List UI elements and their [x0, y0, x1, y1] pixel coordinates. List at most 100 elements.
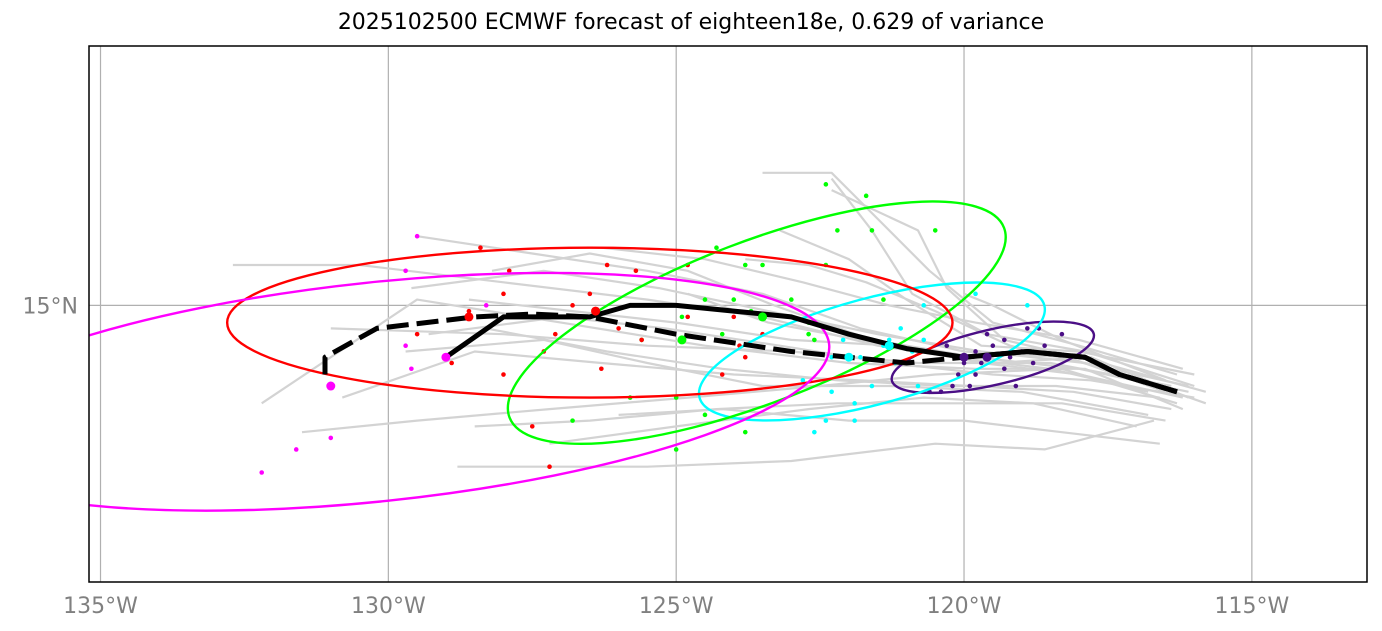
chart-title: 2025102500 ECMWF forecast of eighteen18e… [337, 10, 1045, 35]
member-point-day-4 [587, 291, 593, 297]
member-point-day-4 [506, 268, 512, 274]
member-point-day-3 [789, 297, 794, 302]
member-point-day-2 [1025, 303, 1030, 308]
uncertainty-ellipse-day-4 [225, 246, 954, 399]
member-point-day-2 [800, 377, 806, 383]
member-point-day-2 [829, 354, 834, 360]
deterministic-point-day-4 [591, 306, 601, 316]
x-tick-label: 130°W [351, 594, 426, 619]
mean-point-day-5 [326, 381, 336, 391]
member-point-day-1 [1002, 337, 1007, 343]
member-point-day-5 [403, 268, 408, 274]
member-point-day-4 [639, 337, 644, 343]
axis-ticks: 135°W 130°W 125°W 120°W 115°W 15°N [23, 294, 1290, 619]
member-point-day-2 [829, 389, 834, 395]
member-point-day-2 [898, 326, 904, 331]
member-point-day-4 [616, 326, 621, 331]
member-point-day-4 [633, 268, 639, 274]
ensemble-member-track [762, 171, 1178, 376]
member-point-day-1 [950, 383, 955, 389]
member-point-day-3 [812, 337, 817, 343]
member-point-day-3 [719, 331, 725, 337]
member-point-day-2 [852, 401, 857, 406]
ensemble-member-track [341, 350, 1172, 411]
y-tick-label: 15°N [23, 294, 78, 319]
member-point-day-3 [932, 228, 938, 233]
member-point-day-1 [978, 360, 984, 366]
member-point-day-1 [973, 372, 978, 377]
member-point-day-2 [886, 337, 892, 343]
ensemble-member-track [457, 419, 1155, 468]
member-point-day-1 [1030, 360, 1036, 366]
member-point-day-1 [1002, 366, 1007, 372]
member-point-day-4 [599, 366, 604, 372]
ensemble-member-track [485, 327, 1160, 399]
member-point-day-1 [1059, 331, 1065, 337]
mean-point-day-1 [982, 352, 992, 362]
plot-frame [88, 45, 1368, 583]
member-point-day-4 [742, 354, 748, 360]
grid [89, 46, 1367, 582]
member-point-day-3 [714, 245, 719, 251]
member-point-day-1 [944, 343, 950, 348]
ensemble-member-track [261, 298, 1184, 411]
mean-point-day-4 [464, 312, 474, 322]
member-point-day-4 [529, 424, 535, 429]
member-point-day-5 [409, 366, 414, 372]
member-point-day-4 [731, 314, 737, 320]
member-point-day-2 [915, 383, 921, 389]
member-point-day-3 [863, 193, 869, 199]
member-point-day-1 [1013, 383, 1019, 389]
member-point-day-4 [501, 291, 506, 297]
member-point-day-4 [604, 262, 610, 268]
x-tick-label: 125°W [639, 594, 714, 619]
member-point-day-2 [921, 303, 927, 308]
member-point-day-2 [840, 337, 846, 343]
ensemble-member-track [831, 189, 1207, 393]
x-tick-label: 135°W [63, 594, 138, 619]
plot-area [89, 171, 1207, 512]
member-point-day-2 [869, 383, 875, 389]
member-point-day-4 [414, 331, 420, 337]
member-point-day-3 [835, 228, 840, 233]
member-point-day-1 [961, 360, 967, 366]
ensemble-member-track [601, 246, 1184, 370]
member-point-day-5 [259, 470, 265, 475]
member-point-day-3 [823, 182, 829, 187]
member-point-day-5 [328, 435, 334, 441]
mean-point-day-3 [677, 335, 687, 345]
deterministic-point-day-2 [884, 341, 894, 351]
member-point-day-4 [552, 331, 558, 337]
member-point-day-2 [823, 418, 829, 423]
member-point-day-1 [1042, 343, 1047, 348]
member-point-day-3 [679, 314, 685, 320]
member-point-day-3 [702, 412, 708, 418]
member-point-day-1 [990, 343, 996, 348]
member-point-day-3 [742, 429, 748, 435]
member-point-day-3 [760, 262, 765, 268]
member-point-day-3 [702, 297, 708, 302]
member-point-day-3 [869, 228, 875, 233]
member-point-day-1 [984, 331, 990, 337]
deterministic-point-day-1 [959, 352, 969, 362]
mean-point-day-2 [844, 352, 854, 362]
member-point-day-1 [967, 383, 973, 389]
ensemble-mean-track [322, 311, 1178, 395]
member-point-day-2 [858, 354, 863, 360]
member-point-day-2 [852, 418, 857, 423]
member-point-day-3 [742, 262, 748, 268]
member-point-day-4 [501, 372, 506, 377]
member-point-day-5 [293, 447, 299, 452]
uncertainty-ellipse-day-5 [89, 271, 831, 512]
member-point-day-5 [403, 343, 408, 348]
member-point-day-5 [414, 233, 420, 239]
member-point-day-4 [685, 314, 691, 320]
member-point-day-4 [570, 303, 575, 308]
member-point-day-2 [921, 337, 927, 343]
member-point-day-3 [673, 447, 679, 452]
ensemble-member-track [474, 402, 1166, 428]
member-point-day-1 [1025, 326, 1030, 331]
deterministic-point-day-5 [441, 352, 451, 362]
